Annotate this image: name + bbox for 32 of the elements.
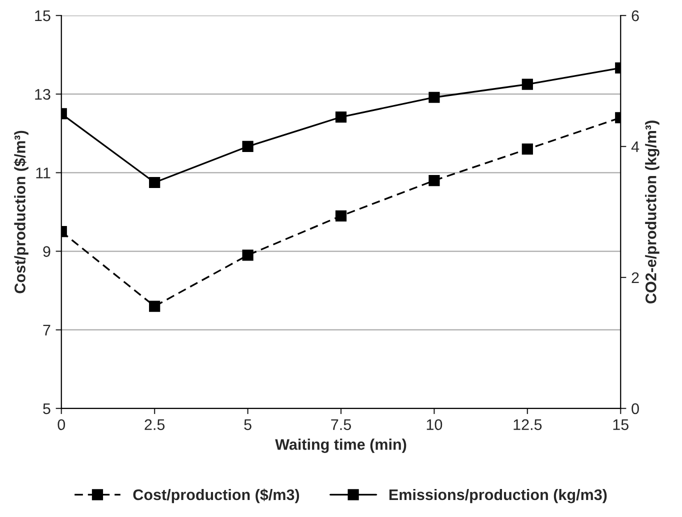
point [522,144,533,155]
x-tick-label: 12.5 [514,419,542,430]
y-tick-label: 13 [35,88,50,100]
y2-tick-label: 6 [632,10,639,22]
x-tick-label: 10 [426,419,442,430]
x-tick-label: 2.5 [144,419,165,430]
x-axis-title: Waiting time (min) [275,438,406,453]
y-tick-label: 11 [36,168,50,178]
point [428,92,440,103]
point [335,111,347,123]
x-tick-label: 5 [244,419,252,430]
y-tick-label: 15 [35,10,50,22]
y2-tick-label: 2 [632,272,639,283]
y2-tick-label: 0 [632,403,639,414]
point [522,78,533,90]
y-axis-title: Cost/production ($/m³) [14,130,28,294]
y-tick-label: 9 [43,246,50,257]
legend-label: Emissions/production (kg/m3) [389,488,607,504]
y-tick-label: 5 [43,403,50,414]
point [149,300,160,312]
point [242,250,254,261]
point [242,140,254,152]
point [428,174,440,186]
x-tick-label: 15 [613,419,628,430]
y-tick-label: 7 [43,324,50,336]
y2-axis-title: CO2-e/production (kg/m³) [645,120,660,304]
point [335,210,347,222]
x-tick-label: 0 [58,419,66,430]
legend-label: Cost/production ($/m3) [133,488,300,504]
y2-tick-label: 4 [631,142,640,152]
point [149,176,160,188]
x-tick-label: 7.5 [331,419,351,430]
